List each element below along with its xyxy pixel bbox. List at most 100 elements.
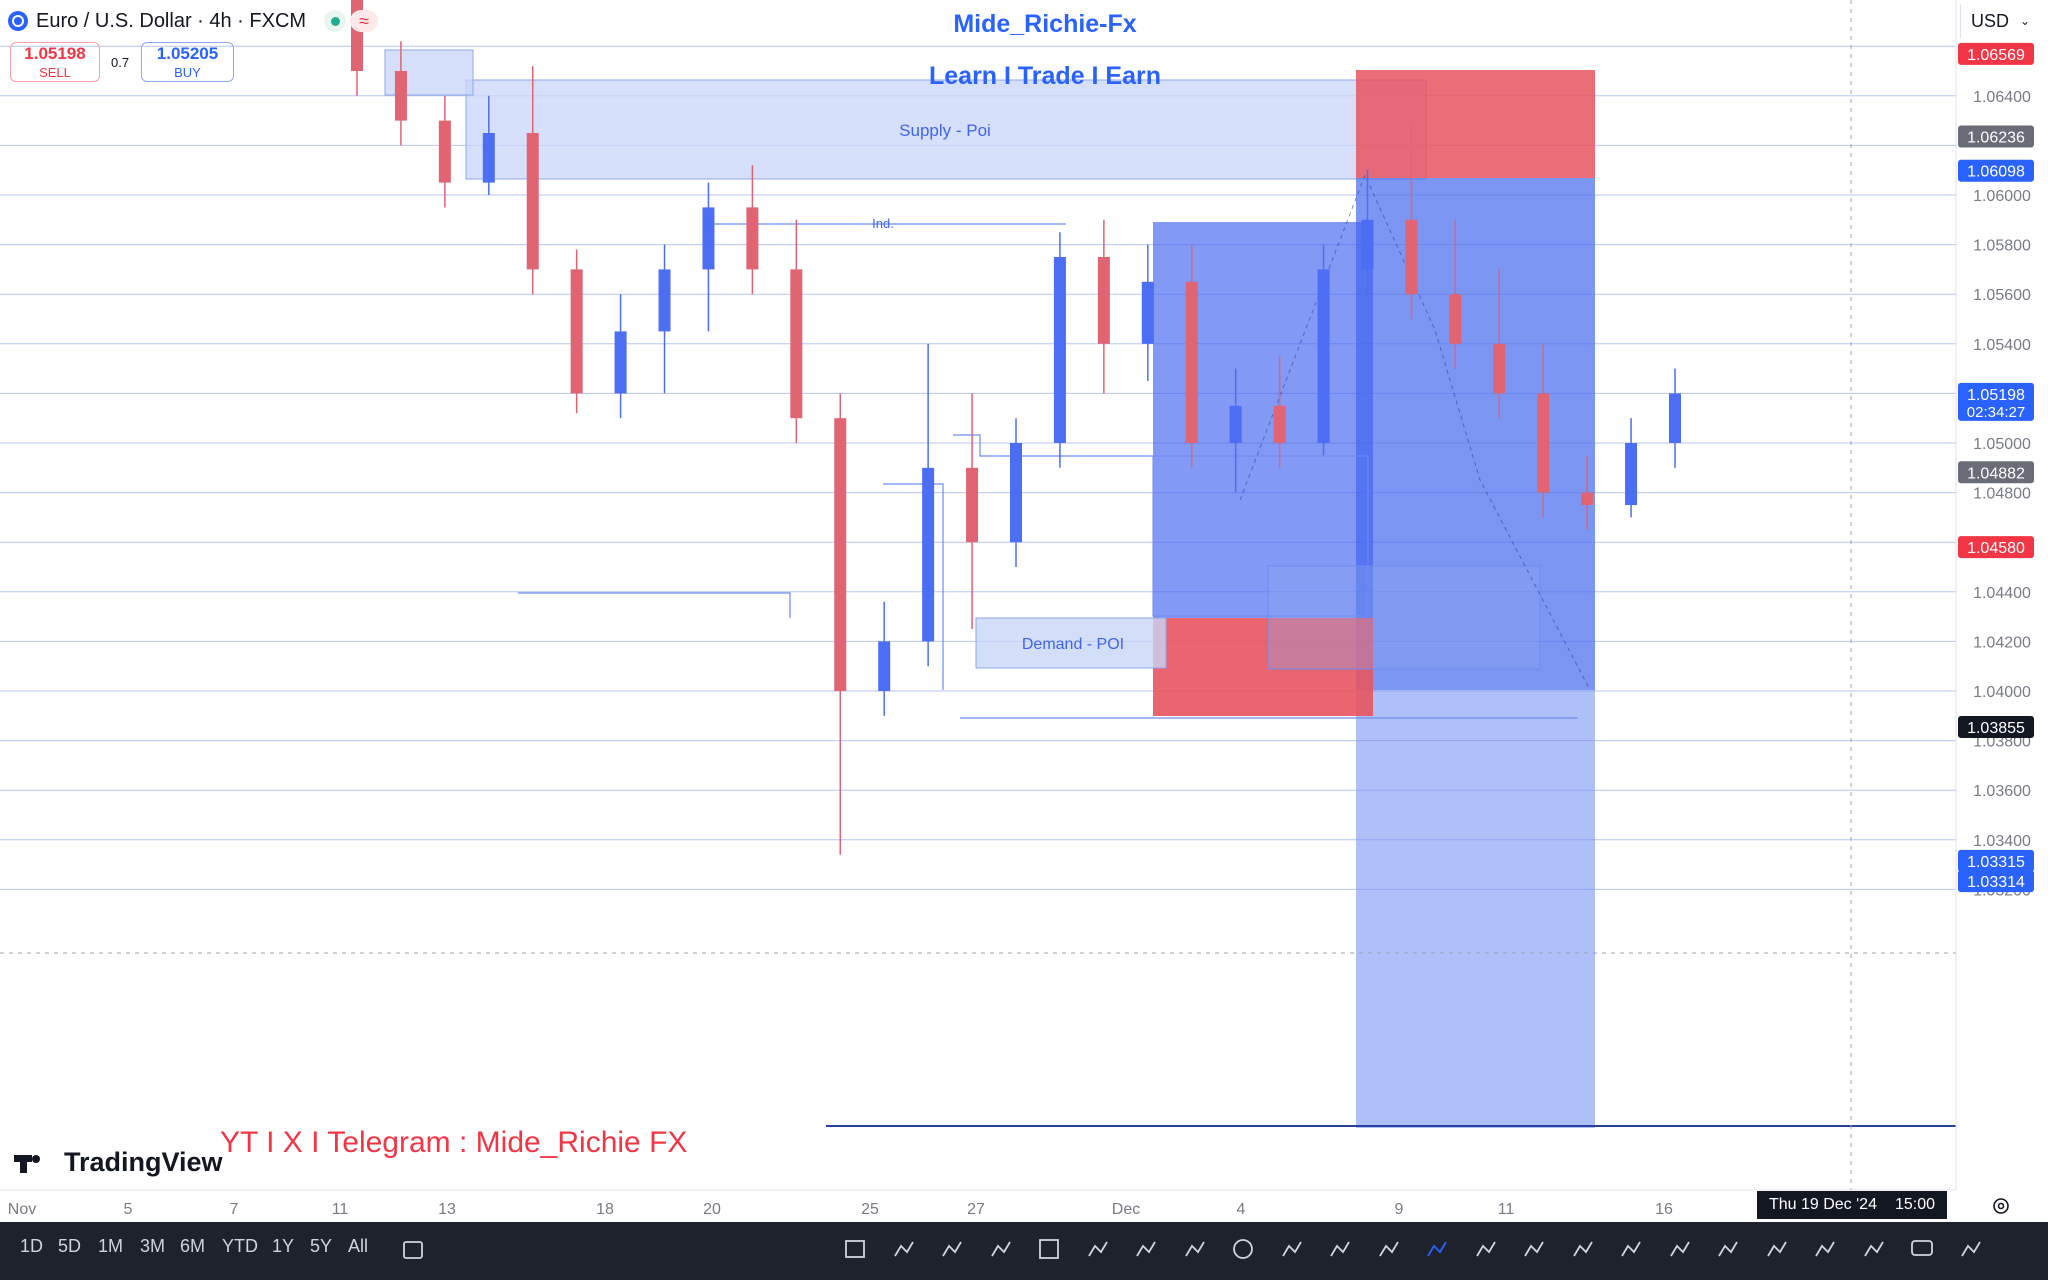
structure-line-1[interactable] bbox=[518, 592, 791, 618]
position-target-inner bbox=[1356, 178, 1595, 690]
price-label-tag bbox=[1958, 125, 2034, 148]
symbol-header[interactable]: Euro / U.S. Dollar · 4h · FXCM ≈ bbox=[8, 8, 379, 34]
price-label-text: 1.06098 bbox=[1967, 164, 2025, 181]
demand-zone[interactable] bbox=[975, 617, 1167, 669]
bottom-toolbar: 1D 5D 1M 3M 6M YTD 1Y 5Y All bbox=[0, 1222, 2048, 1280]
time-tick-label: 27 bbox=[967, 1201, 985, 1218]
candle bbox=[1669, 368, 1681, 468]
wave-icon: ≈ bbox=[350, 10, 379, 32]
cross-line-icon[interactable] bbox=[1859, 1234, 1889, 1264]
candle bbox=[482, 95, 495, 195]
candle bbox=[1361, 170, 1374, 295]
candle-body bbox=[1361, 219, 1374, 270]
rectangle-icon[interactable] bbox=[840, 1234, 870, 1264]
s-curve-icon[interactable] bbox=[1713, 1234, 1743, 1264]
candle bbox=[1405, 120, 1418, 319]
time-axis-ticks: Nov 5 7 11 13 18 20 25 27 Dec 4 9 11 16 bbox=[8, 1201, 1673, 1218]
tradingview-wordmark: TradingView bbox=[64, 1147, 223, 1177]
countdown-text: 02:34:27 bbox=[1967, 404, 2025, 421]
price-chart[interactable]: Supply - Poi Ind. Demand - POI 1.06400 1.… bbox=[0, 0, 2048, 1222]
long-position-stop-zone[interactable] bbox=[1153, 618, 1373, 716]
x-icon[interactable] bbox=[1810, 1234, 1840, 1264]
price-tick-label: 1.05600 bbox=[1973, 287, 2031, 304]
structure-line-5[interactable] bbox=[953, 434, 1153, 457]
price-tick-label: 1.05400 bbox=[1973, 337, 2031, 354]
pin-icon[interactable] bbox=[1277, 1234, 1307, 1264]
lines-icon[interactable] bbox=[1083, 1234, 1113, 1264]
vertical-line-icon[interactable] bbox=[1665, 1234, 1695, 1264]
timeframe-ytd[interactable]: YTD bbox=[222, 1236, 258, 1256]
horizontal-line-icon[interactable] bbox=[1374, 1234, 1404, 1264]
price-label-text: 1.04580 bbox=[1967, 540, 2025, 557]
timeframe-5d[interactable]: 5D bbox=[58, 1236, 82, 1256]
curve-icon[interactable] bbox=[1471, 1234, 1501, 1264]
position-target-zone[interactable] bbox=[1356, 178, 1595, 1128]
sell-label: SELL bbox=[39, 65, 71, 80]
timeframe-1y[interactable]: 1Y bbox=[272, 1236, 295, 1256]
price-tick-label: 1.04200 bbox=[1973, 634, 2031, 651]
sell-button[interactable]: 1.05198 SELL bbox=[10, 42, 100, 82]
timeframe-5y[interactable]: 5Y bbox=[310, 1236, 333, 1256]
candle bbox=[1273, 356, 1286, 468]
time-tick-label: 25 bbox=[861, 1201, 879, 1218]
line-icon[interactable] bbox=[1180, 1234, 1210, 1264]
price-axis[interactable] bbox=[1955, 0, 2048, 1190]
candle bbox=[526, 66, 539, 295]
timeframe-1m[interactable]: 1M bbox=[98, 1236, 124, 1256]
time-tick-label: 9 bbox=[1395, 1201, 1404, 1218]
candle-body bbox=[922, 467, 935, 642]
crosshair-icon[interactable] bbox=[1422, 1234, 1452, 1264]
candle bbox=[966, 393, 979, 629]
timeframe-1d[interactable]: 1D bbox=[20, 1236, 44, 1256]
price-tick-label: 1.03400 bbox=[1973, 833, 2031, 850]
supply-zone-label[interactable]: Supply - Poi bbox=[899, 121, 991, 140]
candle-body bbox=[834, 418, 847, 691]
demand-zone-label[interactable]: Demand - POI bbox=[1022, 636, 1124, 653]
price-tick-label: 1.04400 bbox=[1973, 585, 2031, 602]
timeframe-all[interactable]: All bbox=[348, 1236, 369, 1256]
text-size-icon[interactable] bbox=[1956, 1234, 1986, 1264]
circle-icon[interactable] bbox=[1228, 1234, 1258, 1264]
polygon-icon[interactable] bbox=[1519, 1234, 1549, 1264]
supply-zone[interactable] bbox=[465, 79, 1427, 180]
candle-body bbox=[702, 207, 715, 270]
calendar-icon[interactable] bbox=[398, 1234, 428, 1264]
candle-body bbox=[746, 207, 759, 270]
candles-icon[interactable] bbox=[1131, 1234, 1161, 1264]
fib-icon[interactable] bbox=[1568, 1234, 1598, 1264]
currency-select[interactable]: USD ⌄ bbox=[1960, 4, 2040, 38]
drawing-layer[interactable] bbox=[0, 0, 1956, 1190]
chevron-down-icon: ⌄ bbox=[2019, 14, 2030, 28]
structure-line-3[interactable] bbox=[883, 483, 944, 690]
pencil-icon[interactable] bbox=[1616, 1234, 1646, 1264]
candle bbox=[658, 244, 671, 394]
candle-body bbox=[790, 269, 803, 419]
channel-icon[interactable] bbox=[1762, 1234, 1792, 1264]
time-tick-label: 5 bbox=[124, 1201, 133, 1218]
time-axis[interactable] bbox=[0, 1189, 2048, 1222]
candle-body bbox=[438, 120, 451, 183]
gear-icon[interactable] bbox=[1990, 1195, 2012, 1217]
timeframe-6m[interactable]: 6M bbox=[180, 1236, 206, 1256]
candle bbox=[1493, 269, 1506, 419]
candle-body bbox=[1053, 257, 1066, 443]
price-label-tag bbox=[1958, 382, 2034, 421]
cursor-time-tag: Thu 19 Dec '24 15:00 bbox=[1757, 1191, 1947, 1219]
path-icon[interactable] bbox=[889, 1234, 919, 1264]
buy-button[interactable]: 1.05205 BUY bbox=[141, 42, 234, 82]
tradingview-logo[interactable]: TradingView bbox=[14, 1147, 223, 1178]
symbol-title[interactable]: Euro / U.S. Dollar · 4h · FXCM bbox=[36, 9, 307, 32]
position-stop-zone[interactable] bbox=[1356, 70, 1595, 178]
trend-angle-icon[interactable] bbox=[986, 1234, 1016, 1264]
grid-icon[interactable] bbox=[1034, 1234, 1064, 1264]
price-tick-label: 1.06400 bbox=[1973, 89, 2031, 106]
timeframe-3m[interactable]: 3M bbox=[140, 1236, 166, 1256]
text-icon[interactable] bbox=[1325, 1234, 1355, 1264]
ind-label[interactable]: Ind. bbox=[872, 216, 894, 231]
comment-icon[interactable] bbox=[1907, 1234, 1937, 1264]
time-tick-label: 16 bbox=[1655, 1201, 1673, 1218]
brush-icon[interactable] bbox=[937, 1234, 967, 1264]
time-tick-label: 7 bbox=[230, 1201, 239, 1218]
price-tick-label: 1.06000 bbox=[1973, 188, 2031, 205]
time-tick-label: 18 bbox=[596, 1201, 614, 1218]
